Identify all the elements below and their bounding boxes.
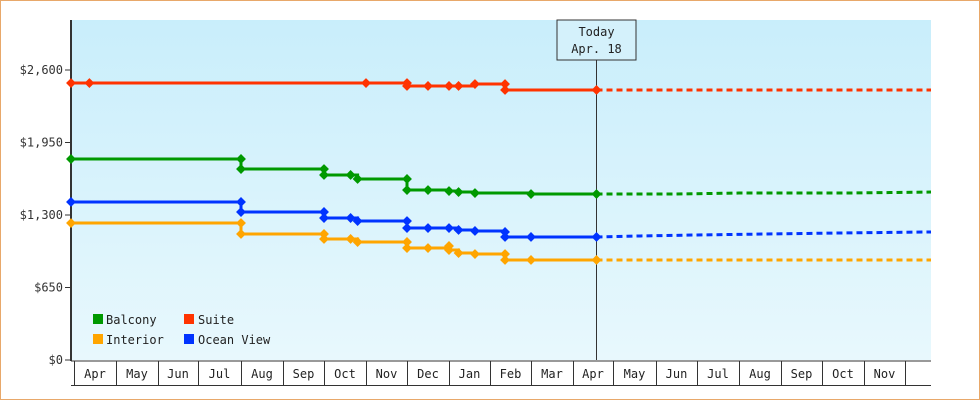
data-point[interactable] [444, 223, 454, 233]
data-point[interactable] [319, 229, 329, 239]
data-point[interactable] [453, 224, 464, 235]
data-point[interactable] [402, 237, 412, 247]
data-point[interactable] [236, 154, 246, 164]
x-tick-label: Jan [459, 367, 481, 381]
data-point[interactable] [352, 216, 363, 226]
data-point[interactable] [319, 234, 329, 244]
legend-item-interior[interactable]: Interior [93, 333, 164, 347]
data-point[interactable] [444, 245, 454, 255]
data-point[interactable] [453, 187, 464, 197]
x-tick-label: Dec [417, 367, 439, 381]
y-tick-label: $650 [34, 281, 63, 295]
y-tick-label: $1,300 [20, 208, 63, 222]
legend: Balcony Suite Interior Ocean View [93, 313, 271, 347]
x-tick-label: Mar [541, 367, 563, 381]
plot-area [71, 20, 931, 360]
x-tick-label: Jun [666, 367, 688, 381]
x-tick-label: Aug [251, 367, 273, 381]
x-tick-label: May [624, 367, 646, 381]
legend-label: Ocean View [198, 333, 271, 347]
data-point[interactable] [423, 223, 433, 233]
data-point[interactable] [345, 234, 356, 244]
x-tick-label: Sep [791, 367, 813, 381]
legend-swatch [184, 334, 194, 344]
data-point[interactable] [423, 243, 433, 253]
x-tick-label: Apr [582, 367, 604, 381]
data-point[interactable] [66, 154, 76, 164]
today-date: Apr. 18 [571, 42, 622, 56]
x-tick-label: Oct [334, 367, 356, 381]
legend-label: Suite [198, 313, 234, 327]
data-point[interactable] [66, 218, 76, 228]
data-point[interactable] [84, 78, 95, 88]
x-tick-label: Jun [167, 367, 189, 381]
data-point[interactable] [402, 185, 412, 195]
x-tick-label: Oct [832, 367, 854, 381]
data-point[interactable] [526, 232, 536, 242]
y-tick-label: $0 [49, 353, 63, 367]
legend-label: Interior [106, 333, 164, 347]
data-point[interactable] [470, 188, 480, 198]
y-tick-label: $2,600 [20, 63, 63, 77]
data-point[interactable] [236, 229, 246, 239]
x-tick-label: Apr [84, 367, 106, 381]
data-point[interactable] [236, 164, 246, 174]
data-point[interactable] [423, 185, 433, 195]
data-point[interactable] [236, 207, 246, 217]
forecast-line [596, 190, 932, 196]
data-point[interactable] [236, 218, 246, 228]
x-tick-label: Jul [707, 367, 729, 381]
legend-swatch [184, 314, 194, 324]
x-tick-label: May [126, 367, 148, 381]
data-point[interactable] [236, 197, 246, 207]
data-point[interactable] [526, 255, 536, 265]
forecast-line [596, 230, 932, 239]
legend-swatch [93, 314, 103, 324]
data-point[interactable] [402, 174, 412, 184]
series-layer [66, 78, 932, 265]
data-point[interactable] [352, 174, 363, 184]
data-point[interactable] [352, 237, 363, 247]
x-tick-label: Feb [500, 367, 522, 381]
x-tick-label: Sep [293, 367, 315, 381]
data-point[interactable] [319, 207, 329, 217]
data-point[interactable] [526, 189, 536, 199]
data-point[interactable] [402, 216, 412, 226]
data-point[interactable] [319, 213, 329, 223]
data-point[interactable] [470, 226, 480, 236]
series-ocean-view [66, 197, 932, 242]
data-point[interactable] [345, 170, 356, 180]
series-balcony [66, 154, 932, 199]
data-point[interactable] [319, 164, 329, 174]
x-tick-label: Jul [209, 367, 231, 381]
data-point[interactable] [500, 255, 510, 265]
x-tick-label: Aug [749, 367, 771, 381]
data-point[interactable] [66, 78, 76, 88]
x-axis: Apr May Jun Jul Aug Sep Oct Nov Dec Jan Feb Mar Apr M… [71, 360, 931, 386]
data-point[interactable] [500, 227, 510, 237]
today-marker: Today Apr. 18 [556, 19, 637, 61]
today-label: Today [578, 25, 614, 39]
legend-swatch [93, 334, 103, 344]
legend-item-suite[interactable]: Suite [184, 313, 234, 327]
data-point[interactable] [345, 213, 356, 223]
data-point[interactable] [402, 223, 412, 233]
data-point[interactable] [402, 243, 412, 253]
x-tick-label: Nov [874, 367, 896, 381]
data-point[interactable] [444, 186, 454, 196]
data-point[interactable] [500, 232, 510, 242]
y-axis: $0 $650 $1,300 $1,950 $2,600 [20, 20, 72, 367]
data-point[interactable] [66, 197, 76, 207]
x-tick-label: Nov [376, 367, 398, 381]
legend-item-balcony[interactable]: Balcony [93, 313, 157, 327]
legend-item-ocean-view[interactable]: Ocean View [184, 333, 271, 347]
y-tick-label: $1,950 [20, 136, 63, 150]
legend-label: Balcony [106, 313, 157, 327]
data-point[interactable] [319, 170, 329, 180]
